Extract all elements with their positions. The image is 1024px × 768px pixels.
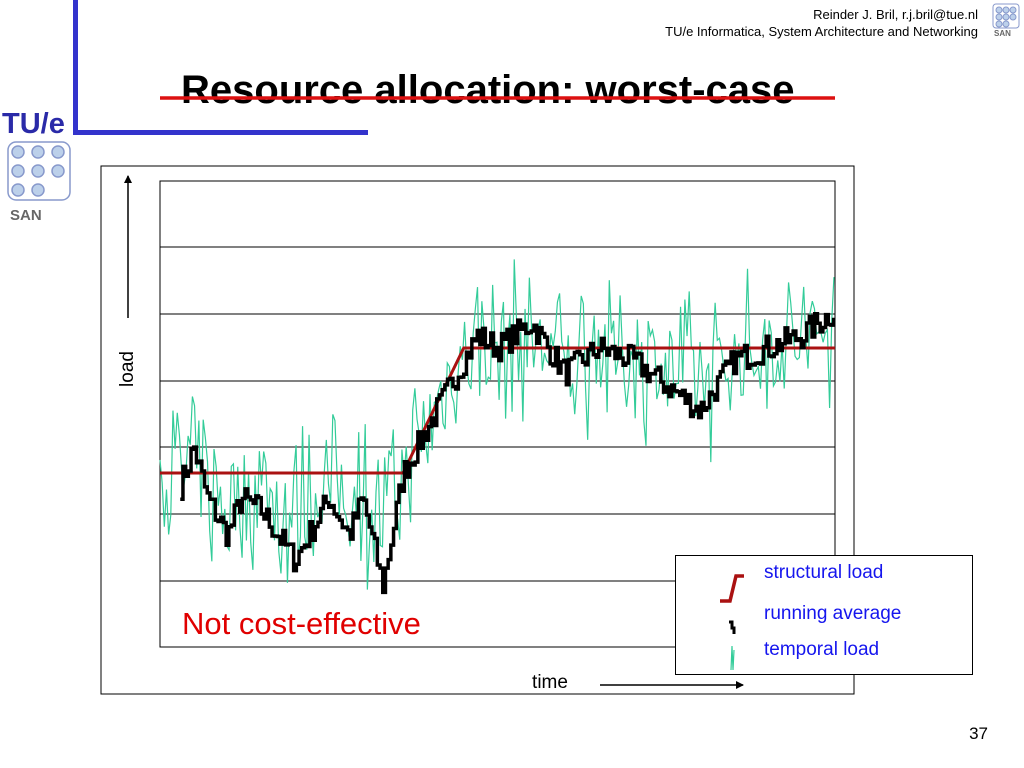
tue-logo: TU/e SAN: [2, 108, 71, 224]
slide-title: Resource allocation: worst-case: [181, 68, 795, 112]
tue-logo-text: TU/e: [2, 108, 65, 140]
temporal-load-icon: [730, 645, 735, 671]
y-axis-label: load: [117, 351, 138, 387]
legend-label-structural-load: structural load: [764, 562, 884, 583]
grid-lines: [160, 246, 835, 582]
plot-area: [159, 180, 836, 648]
structural-load-icon: [720, 574, 744, 603]
author-line: Reinder J. Bril, r.j.bril@tue.nl: [813, 7, 978, 22]
legend-label-temporal-load: temporal load: [764, 639, 880, 660]
chart-legend: structural load running average temporal…: [675, 555, 973, 675]
accent-vertical-bar: [73, 0, 78, 130]
san-logo-text: SAN: [10, 207, 42, 224]
legend-label-running-average: running average: [764, 603, 902, 624]
san-logo-small: SAN: [992, 3, 1020, 38]
x-axis-label: time: [532, 672, 568, 693]
running-average-icon: [729, 620, 736, 634]
affiliation-line: TU/e Informatica, System Architecture an…: [665, 24, 978, 39]
structural-load-series: [160, 346, 835, 475]
page-number: 37: [969, 724, 988, 743]
annotation-not-cost-effective: Not cost-effective: [182, 606, 421, 641]
chart-outer-frame: [100, 165, 855, 695]
san-logo-small-text: SAN: [994, 29, 1011, 38]
temporal-load-series: [159, 259, 835, 590]
running-average-series: [180, 312, 836, 595]
accent-horizontal-bar: [73, 130, 368, 135]
slide-header: Reinder J. Bril, r.j.bril@tue.nl TU/e In…: [665, 6, 978, 40]
